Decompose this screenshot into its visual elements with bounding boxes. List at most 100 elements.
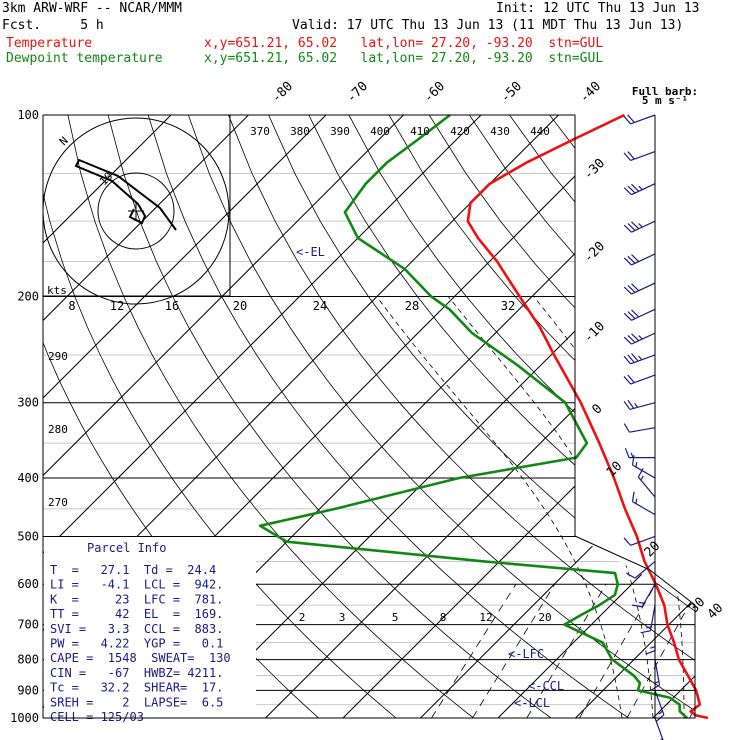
isotherm-label: -60 <box>421 79 448 106</box>
wind-barb-flag <box>631 283 640 292</box>
wind-barb-flag <box>631 254 640 262</box>
wind-barb-half-flag <box>635 462 638 468</box>
wind-barb-flag <box>627 223 636 231</box>
level-marker: <-EL <box>296 245 325 259</box>
speed-scale-label: 20 <box>233 299 247 313</box>
level-marker: <-LFC <box>508 647 544 661</box>
parcel-info-row: LI = -4.1 LCL = 942. <box>50 578 223 592</box>
moist-adiabat <box>630 296 695 718</box>
theta-label: 370 <box>250 125 270 138</box>
wind-barb-flag <box>624 448 630 458</box>
isotherm-line <box>575 115 695 718</box>
wind-barb-shaft <box>632 464 656 479</box>
pressure-tick-label: 200 <box>17 290 39 304</box>
wind-barb-flag <box>632 604 643 608</box>
speed-scale-label: 28 <box>405 299 419 313</box>
dry-adiabat <box>710 115 740 718</box>
wind-barb-shaft <box>631 332 656 345</box>
barb-legend-title: Full barb: <box>632 85 698 98</box>
wind-barb-flag <box>631 491 635 502</box>
wind-barb-shaft <box>629 427 656 433</box>
hodograph-trace <box>74 158 177 231</box>
wind-barb-shaft <box>654 659 661 686</box>
wind-barb <box>623 353 656 365</box>
wind-barb <box>624 448 655 459</box>
wind-barb-half-flag <box>638 223 643 228</box>
parcel-info-row: CELL = 125/03 <box>50 710 144 724</box>
hodograph-ring <box>97 172 175 250</box>
wind-barb-flag <box>626 572 636 579</box>
wind-barb <box>654 717 664 740</box>
speed-scale-label: 16 <box>165 299 179 313</box>
wind-barb-half-flag <box>630 452 634 458</box>
mixing-ratio-label: 20 <box>538 611 551 624</box>
speed-scale-label: 24 <box>313 299 327 313</box>
wind-barb <box>623 151 656 162</box>
wind-barb <box>623 308 656 321</box>
wind-barb <box>623 399 656 411</box>
mixing-ratio-label: 3 <box>339 611 346 624</box>
dewpoint-line <box>258 113 688 719</box>
isotherm-line <box>420 115 695 718</box>
parcel-info-row: SVI = 3.3 CCL = 883. <box>50 622 223 636</box>
wind-barb <box>623 282 656 295</box>
wind-barb-shaft <box>631 253 656 266</box>
hodograph: N 10 kts <box>42 115 231 305</box>
mixing-ratio-line <box>626 584 695 718</box>
theta-label: 440 <box>530 125 550 138</box>
wind-barb-flag <box>631 221 640 230</box>
isotherm-label: -10 <box>581 319 608 346</box>
wind-barb-flag <box>623 423 630 433</box>
hodograph-units: kts <box>47 284 67 297</box>
wind-barb-flag <box>627 374 635 384</box>
isotherm-label: 20 <box>642 539 664 561</box>
parcel-info-row: Tc = 32.2 SHEAR= 17. <box>50 681 223 695</box>
wind-barb-flag <box>631 353 639 362</box>
moist-adiabat <box>447 296 654 718</box>
wind-barb-flag <box>631 333 640 342</box>
temperature-location: x,y=651.21, 65.02 lat,lon= 27.20, -93.20… <box>204 36 604 51</box>
wind-barb-flag <box>627 399 635 409</box>
isotherm-label: -40 <box>577 79 604 106</box>
level-marker: <-CCL <box>528 679 564 693</box>
theta-label: 400 <box>370 125 390 138</box>
theta-label: 380 <box>290 125 310 138</box>
pressure-tick-label: 300 <box>17 396 39 410</box>
theta-label: 410 <box>410 125 430 138</box>
wind-barb-shaft <box>641 583 656 608</box>
isotherm-label: -80 <box>269 79 296 106</box>
isotherm-label: -20 <box>581 239 608 266</box>
wind-barb-flag <box>627 335 636 343</box>
wind-barb-flag <box>627 185 636 194</box>
pressure-tick-label: 400 <box>17 471 39 485</box>
wind-barb <box>623 374 656 385</box>
dry-adiabat <box>308 115 695 718</box>
isotherm-line <box>43 115 482 718</box>
parcel-info-title: Parcel Info <box>87 541 166 555</box>
dry-adiabat <box>469 115 695 718</box>
dry-adiabat <box>509 115 695 718</box>
pressure-tick-label: 800 <box>17 653 39 667</box>
wind-barb-shaft <box>630 354 656 365</box>
dry-adiabat <box>388 115 695 718</box>
isotherm-line <box>43 115 249 718</box>
wind-barb-flag <box>627 255 636 264</box>
wind-barb <box>623 253 656 266</box>
wind-barb <box>640 605 656 634</box>
wind-barb-flag <box>623 355 632 365</box>
wind-barb-half-flag <box>634 402 639 408</box>
pressure-tick-label: 1000 <box>10 711 39 725</box>
isotherm-line <box>265 115 695 718</box>
parcel-info-row: PW = 4.22 YGP = 0.1 <box>50 637 223 651</box>
parcel-info-panel <box>44 537 256 718</box>
wind-barb-flag <box>623 376 632 385</box>
theta-label: 430 <box>490 125 510 138</box>
mixing-ratio-label: 5 <box>392 611 399 624</box>
wind-barb-flag <box>627 354 635 363</box>
wind-barb-flag <box>645 650 656 655</box>
theta-label: 390 <box>330 125 350 138</box>
isotherm-label: 40 <box>705 601 727 623</box>
dry-adiabat <box>428 115 695 718</box>
wind-barb-flag <box>631 183 640 192</box>
